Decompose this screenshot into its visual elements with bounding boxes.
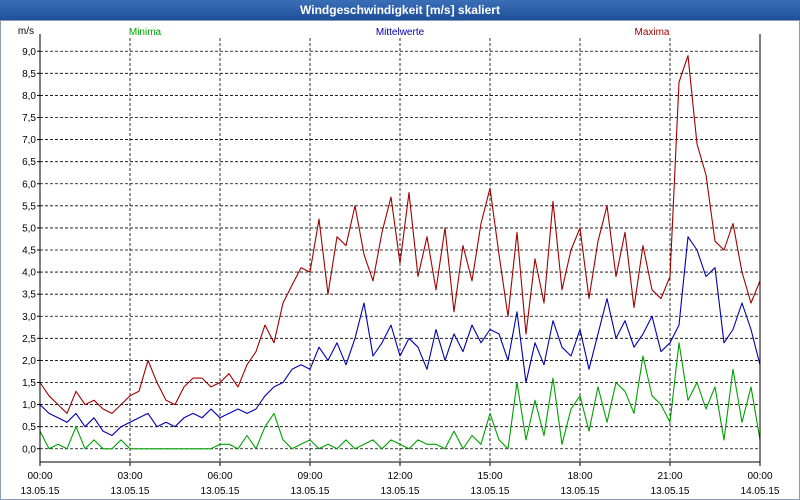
y-tick-label: 6,5 <box>22 157 36 168</box>
x-tick-date-label: 13.05.15 <box>651 486 690 497</box>
y-tick-label: 7,0 <box>22 135 36 146</box>
y-tick-label: 5,0 <box>22 223 36 234</box>
y-tick-label: 4,5 <box>22 246 36 257</box>
x-tick-time-label: 00:00 <box>747 471 772 482</box>
legend: Minima Mittelwerte Maxima <box>129 27 670 38</box>
y-tick-label: 8,0 <box>22 91 36 102</box>
x-tick-date-label: 13.05.15 <box>111 486 150 497</box>
y-tick-label: 2,0 <box>22 356 36 367</box>
x-tick-date-label: 13.05.15 <box>291 486 330 497</box>
y-tick-label: 7,5 <box>22 113 36 124</box>
x-tick-time-label: 15:00 <box>477 471 502 482</box>
series-line-mittelwerte <box>39 236 761 437</box>
window-title: Windgeschwindigkeit [m/s] skaliert <box>0 0 800 20</box>
x-tick-date-label: 13.05.15 <box>381 486 420 497</box>
y-tick-label: 5,5 <box>22 201 36 212</box>
x-tick-time-label: 21:00 <box>657 471 682 482</box>
y-tick-label: 3,5 <box>22 290 36 301</box>
y-tick-label: 2,5 <box>22 334 36 345</box>
y-tick-label: 1,5 <box>22 378 36 389</box>
y-tick-label: 6,0 <box>22 179 36 190</box>
y-tick-label: 1,0 <box>22 400 36 411</box>
legend-min: Minima <box>129 27 162 38</box>
x-tick-time-label: 03:00 <box>117 471 142 482</box>
series-lines <box>39 55 761 450</box>
y-tick-label: 4,0 <box>22 268 36 279</box>
wind-speed-chart: 0,0 0,5 1,0 1,5 2,0 2,5 3,0 3,5 4,0 4,5 5,0 5,5 6,0 6… <box>0 20 800 500</box>
x-tick-time-label: 06:00 <box>207 471 232 482</box>
x-tick-date-label: 13.05.15 <box>471 486 510 497</box>
legend-mean: Mittelwerte <box>376 27 425 38</box>
x-tick-date-label: 13.05.15 <box>21 486 60 497</box>
y-axis-unit-label: m/s <box>18 26 34 37</box>
x-tick-date-label: 13.05.15 <box>561 486 600 497</box>
x-tick-time-label: 12:00 <box>387 471 412 482</box>
y-tick-label: 0,5 <box>22 422 36 433</box>
x-tick-time-label: 18:00 <box>567 471 592 482</box>
axes <box>37 34 761 466</box>
y-tick-label: 9,0 <box>22 47 36 58</box>
y-tick-label: 8,5 <box>22 69 36 80</box>
x-tick-time-label: 09:00 <box>297 471 322 482</box>
series-line-maxima <box>39 55 761 414</box>
y-tick-label: 3,0 <box>22 312 36 323</box>
axis-labels: 0,0 0,5 1,0 1,5 2,0 2,5 3,0 3,5 4,0 4,5 5,0 5,5 6,0 6… <box>18 26 780 497</box>
grid-lines <box>40 38 760 462</box>
y-tick-label: 0,0 <box>22 444 36 455</box>
legend-max: Maxima <box>634 27 669 38</box>
x-tick-time-label: 00:00 <box>27 471 52 482</box>
x-tick-date-label: 14.05.15 <box>741 486 780 497</box>
x-tick-date-label: 13.05.15 <box>201 486 240 497</box>
series-line-minima <box>39 342 761 450</box>
